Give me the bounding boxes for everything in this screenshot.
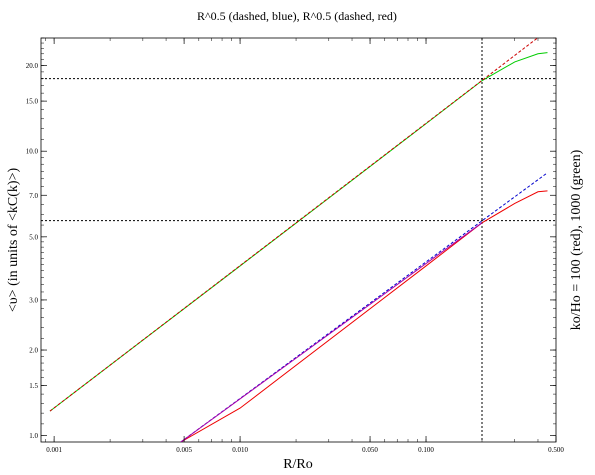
right-side-label: ko/Ho = 100 (red), 1000 (green) — [569, 149, 584, 330]
x-tick-label: 0.010 — [232, 446, 248, 454]
x-tick-label: 0.050 — [362, 446, 378, 454]
series-green-line — [49, 52, 548, 412]
plot-frame — [40, 37, 557, 443]
x-tick-label: 0.500 — [548, 446, 564, 454]
y-tick-label: 2.0 — [29, 347, 38, 355]
reference-lines — [41, 38, 556, 442]
series-group — [49, 38, 548, 442]
y-tick-label: 1.5 — [29, 382, 38, 390]
y-tick-label: 15.0 — [26, 98, 39, 106]
y-tick-label: 3.0 — [29, 296, 38, 304]
x-tick-label: 0.005 — [176, 446, 192, 454]
x-axis-ticks: 0.001 0.005 0.010 0.050 0.100 0.500 — [45, 38, 564, 454]
y-tick-label: 5.0 — [29, 233, 38, 241]
y-tick-label: 1.0 — [29, 432, 38, 440]
y-tick-label: 20.0 — [26, 62, 39, 70]
y-tick-label: 7.0 — [29, 192, 38, 200]
series-red-line — [180, 190, 548, 442]
y-tick-label: 10.0 — [26, 148, 39, 156]
y-axis-ticks: 1.0 1.5 2.0 3.0 5.0 7.0 10.0 15.0 20.0 — [26, 37, 556, 440]
series-red-dashed-line — [49, 38, 539, 412]
y-axis-label: <υ> (in units of <kC(k)>) — [6, 168, 21, 313]
series-magenta-line — [180, 222, 483, 442]
x-tick-label: 0.001 — [46, 446, 62, 454]
chart-title: R^0.5 (dashed, blue), R^0.5 (dashed, red… — [197, 9, 397, 23]
x-tick-label: 0.100 — [418, 446, 434, 454]
x-axis-label: R/Ro — [283, 457, 313, 472]
